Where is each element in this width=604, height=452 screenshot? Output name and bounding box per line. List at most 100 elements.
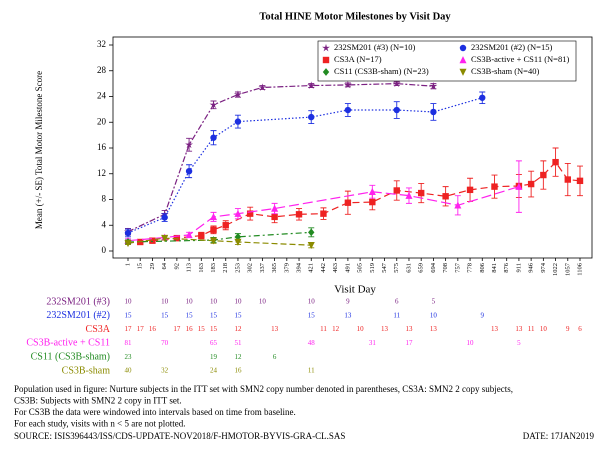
series-line: [127, 97, 483, 234]
marker: [393, 106, 400, 114]
x-tick-label: 29: [149, 263, 156, 270]
x-tick-label: 163: [198, 263, 205, 273]
marker: [491, 183, 498, 190]
x-tick-label: 218: [222, 263, 229, 273]
count: 15: [210, 325, 218, 333]
row-label: CS3A: [86, 324, 111, 335]
count: 10: [308, 298, 316, 306]
count: 16: [234, 367, 242, 375]
x-tick-label: 505: [357, 263, 364, 273]
count: 5: [517, 339, 521, 347]
legend-label: CS3A (N=17): [334, 54, 382, 64]
footnote: For CS3B the data were windowed into int…: [14, 407, 296, 417]
count: 12: [234, 325, 242, 333]
x-tick-label: 876: [503, 262, 510, 273]
count: 13: [344, 311, 352, 319]
marker: [429, 82, 438, 90]
y-tick-label: 8: [102, 194, 107, 204]
x-tick-label: 365: [271, 263, 278, 273]
y-axis-label: Mean (+/- SE) Total Motor Milestone Scor…: [34, 71, 44, 229]
count: 10: [430, 311, 438, 319]
count: 15: [198, 325, 206, 333]
marker: [173, 234, 181, 242]
marker: [430, 108, 437, 116]
legend-marker: [322, 68, 330, 76]
count: 6: [395, 298, 399, 306]
x-tick-label: 974: [540, 262, 547, 273]
row-label: 232SM201 (#2): [46, 310, 110, 321]
x-tick-label: 421: [308, 263, 315, 273]
marker: [515, 182, 523, 190]
x-tick-label: 806: [479, 262, 486, 273]
x-tick-label: 337: [259, 262, 266, 273]
marker: [271, 213, 278, 221]
marker: [149, 237, 156, 244]
legend-marker: [459, 56, 467, 64]
x-tick-label: 946: [528, 262, 535, 273]
y-tick-label: 28: [97, 65, 107, 75]
chart-title: Total HINE Motor Milestones by Visit Day: [259, 11, 451, 22]
x-tick-label: 841: [491, 263, 498, 273]
marker: [540, 171, 547, 179]
count: 10: [210, 298, 218, 306]
marker: [222, 222, 229, 229]
count: 23: [125, 353, 133, 361]
legend: 232SM201 (#3) (N=10) 232SM201 (#2) (N=15)…: [317, 40, 577, 82]
y-tick-label: 12: [97, 168, 106, 178]
marker: [307, 242, 315, 250]
y-tick-label: 0: [102, 245, 107, 255]
marker: [185, 140, 194, 149]
x-tick-label: 302: [247, 263, 254, 273]
marker: [527, 180, 535, 188]
marker: [454, 201, 462, 209]
count: 6: [578, 325, 582, 333]
count: 6: [273, 353, 277, 361]
legend-marker: [459, 44, 467, 52]
legend-label: 232SM201 (#3) (N=10): [334, 42, 415, 52]
count: 10: [467, 339, 475, 347]
x-tick-label: 778: [467, 263, 474, 273]
source: SOURCE: ISIS396443/ISS/CDS-UPDATE-NOV201…: [14, 431, 345, 441]
count: 40: [125, 367, 133, 375]
count: 13: [430, 325, 438, 333]
count: 12: [332, 325, 340, 333]
count: 15: [161, 311, 169, 319]
marker: [369, 198, 376, 206]
legend-marker: [322, 56, 330, 64]
row-label: CS3B-sham: [62, 365, 111, 376]
date: DATE: 17JAN2019: [523, 431, 595, 441]
x-tick-label: 631: [405, 263, 412, 273]
marker: [161, 234, 169, 242]
marker: [234, 238, 242, 246]
marker: [308, 113, 315, 121]
count: 13: [405, 325, 413, 333]
y-tick-label: 4: [102, 219, 107, 229]
legend-box: [317, 40, 577, 82]
marker: [234, 209, 242, 217]
marker: [564, 176, 571, 183]
legend-label: CS3B-active + CS11 (N=81): [471, 54, 569, 64]
count: 9: [566, 325, 570, 333]
marker: [258, 83, 267, 91]
x-tick-label: 442: [320, 263, 327, 273]
x-tick-label: 15: [137, 263, 144, 270]
marker: [124, 240, 132, 248]
x-tick-label: 519: [369, 263, 376, 273]
count: 10: [234, 298, 242, 306]
x-tick-label: 659: [418, 263, 425, 273]
marker: [479, 94, 486, 101]
count: 12: [234, 353, 242, 361]
marker: [307, 81, 316, 89]
count: 19: [210, 353, 218, 361]
series-line: [127, 231, 312, 243]
count: 16: [186, 325, 194, 333]
count: 10: [125, 298, 133, 306]
count: 65: [210, 339, 218, 347]
count: 15: [210, 311, 218, 319]
x-tick-label: 491: [344, 263, 351, 273]
marker: [209, 213, 218, 221]
marker: [466, 186, 474, 194]
row-label: 232SM201 (#3): [46, 296, 110, 307]
x-tick-label: 92: [173, 263, 180, 270]
